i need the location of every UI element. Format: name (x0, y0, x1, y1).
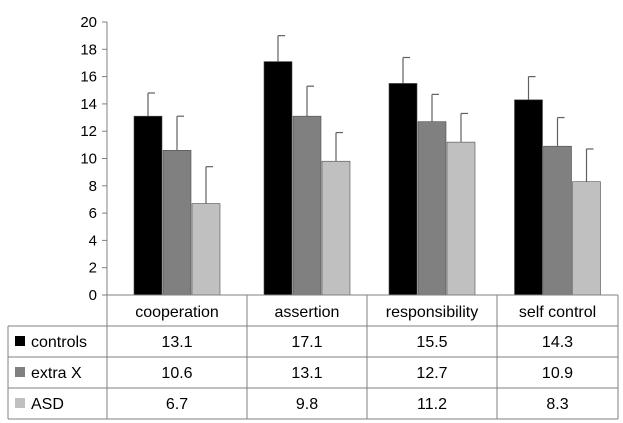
y-tick-label: 12 (80, 123, 97, 140)
bar-controls-cooperation (133, 115, 163, 296)
data-label: 8.3 (546, 396, 568, 413)
data-label: 12.7 (416, 365, 447, 382)
y-tick-label: 16 (80, 69, 97, 86)
y-tick-label: 2 (89, 260, 97, 277)
bar-ASD-responsibility (446, 141, 476, 296)
x-tick-label: responsibility (386, 304, 478, 321)
data-label: 13.1 (291, 365, 322, 382)
y-tick-label: 18 (80, 41, 97, 58)
legend-label: controls (31, 334, 87, 351)
bar-controls-assertion (263, 61, 293, 296)
data-label: 11.2 (417, 396, 447, 413)
data-label: 17.1 (291, 334, 322, 351)
y-tick-label: 20 (80, 14, 97, 31)
legend-key-controls (15, 336, 25, 346)
bar-extra-X-assertion (292, 115, 322, 296)
legend-label: extra X (31, 365, 82, 382)
x-tick-label: assertion (275, 304, 340, 321)
data-label: 15.5 (416, 334, 447, 351)
y-tick-label: 10 (80, 151, 97, 168)
data-label: 10.6 (161, 365, 192, 382)
y-tick-label: 0 (89, 287, 97, 304)
data-label: 9.8 (296, 396, 318, 413)
y-tick-label: 8 (89, 178, 97, 195)
bar-ASD-assertion (321, 160, 351, 296)
data-label: 6.7 (166, 396, 188, 413)
data-label: 10.9 (542, 365, 573, 382)
legend-key-ASD (15, 398, 25, 408)
x-tick-label: self control (519, 304, 596, 321)
data-label: 13.1 (161, 334, 192, 351)
bar-controls-responsibility (388, 83, 418, 296)
x-tick-label: cooperation (135, 304, 219, 321)
legend-key-extra-X (15, 367, 25, 377)
bar-extra-X-responsibility (417, 121, 447, 296)
bar-ASD-self-control (572, 181, 601, 296)
bar-extra-X-cooperation (162, 150, 192, 296)
y-tick-label: 6 (89, 205, 97, 222)
bar-controls-self-control (514, 99, 543, 296)
data-label: 14.3 (542, 334, 573, 351)
legend-label: ASD (31, 396, 64, 413)
bar-extra-X-self-control (543, 145, 572, 296)
bar-ASD-cooperation (191, 203, 221, 296)
y-tick-label: 4 (89, 232, 97, 249)
y-tick-label: 14 (80, 96, 97, 113)
